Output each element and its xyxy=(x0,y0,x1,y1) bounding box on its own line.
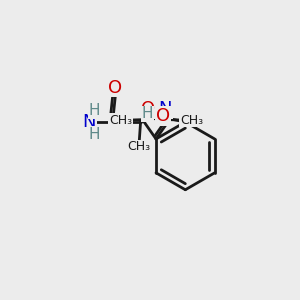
Text: N: N xyxy=(158,100,172,118)
Text: CH₃: CH₃ xyxy=(109,114,132,127)
Text: N: N xyxy=(82,113,96,131)
Text: H: H xyxy=(88,127,100,142)
Text: H: H xyxy=(88,103,100,118)
Text: O: O xyxy=(156,107,170,125)
Text: O: O xyxy=(109,79,123,97)
Text: O: O xyxy=(142,100,156,118)
Text: CH₃: CH₃ xyxy=(180,114,203,127)
Text: CH₃: CH₃ xyxy=(128,140,151,153)
Text: H: H xyxy=(141,106,153,121)
